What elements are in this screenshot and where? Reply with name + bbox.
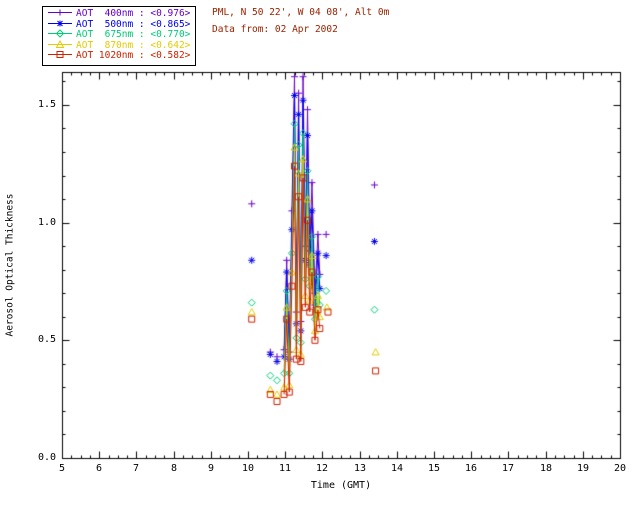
legend-item: AOT 870nm : <0.642> [47,39,191,52]
asterisk-marker-icon [47,19,73,31]
x-tick-label: 14 [390,463,404,474]
legend-label: AOT 870nm : <0.642> [76,39,191,51]
square-marker-icon [47,50,73,62]
x-tick-label: 16 [464,463,478,474]
y-tick-label: 0.5 [37,334,56,345]
x-tick-label: 12 [315,463,329,474]
x-tick-label: 17 [501,463,515,474]
triangle-marker-icon [47,39,73,52]
y-tick-label: 1.0 [37,217,56,228]
legend-label: AOT 1020nm : <0.582> [76,50,191,62]
x-tick-label: 6 [95,463,103,474]
y-tick-label: 1.5 [37,99,56,110]
x-tick-label: 18 [539,463,553,474]
x-tick-label: 15 [427,463,441,474]
legend-item: AOT 675nm : <0.770> [47,29,191,41]
legend-item: AOT 1020nm : <0.582> [47,51,190,62]
legend-label: AOT 500nm : <0.865> [76,18,191,30]
data-date-text: Data from: 02 Apr 2002 [212,24,338,35]
x-tick-label: 13 [353,463,367,474]
station-location-text: PML, N 50 22', W 04 08', Alt 0m [212,7,390,18]
legend: AOT 400nm : <0.976> AOT 500nm : <0.865> AO… [42,6,197,66]
x-tick-label: 19 [576,463,590,474]
legend-label: AOT 675nm : <0.770> [76,29,191,41]
x-axis-label: Time (GMT) [310,480,372,491]
x-tick-label: 10 [241,463,255,474]
diamond-marker-icon [47,29,73,41]
x-tick-label: 9 [207,463,215,474]
plus-marker-icon [47,8,73,20]
x-tick-label: 20 [613,463,627,474]
legend-item: AOT 500nm : <0.865> [47,18,191,31]
y-axis-label: Aerosol Optical Thickness [4,193,16,337]
legend-label: AOT 400nm : <0.976> [76,8,191,20]
legend-item: AOT 400nm : <0.976> [47,9,190,20]
x-tick-label: 8 [170,463,178,474]
x-tick-label: 5 [58,463,66,474]
x-tick-label: 11 [278,463,292,474]
x-tick-label: 7 [132,463,140,474]
y-tick-label: 0.0 [37,452,56,463]
